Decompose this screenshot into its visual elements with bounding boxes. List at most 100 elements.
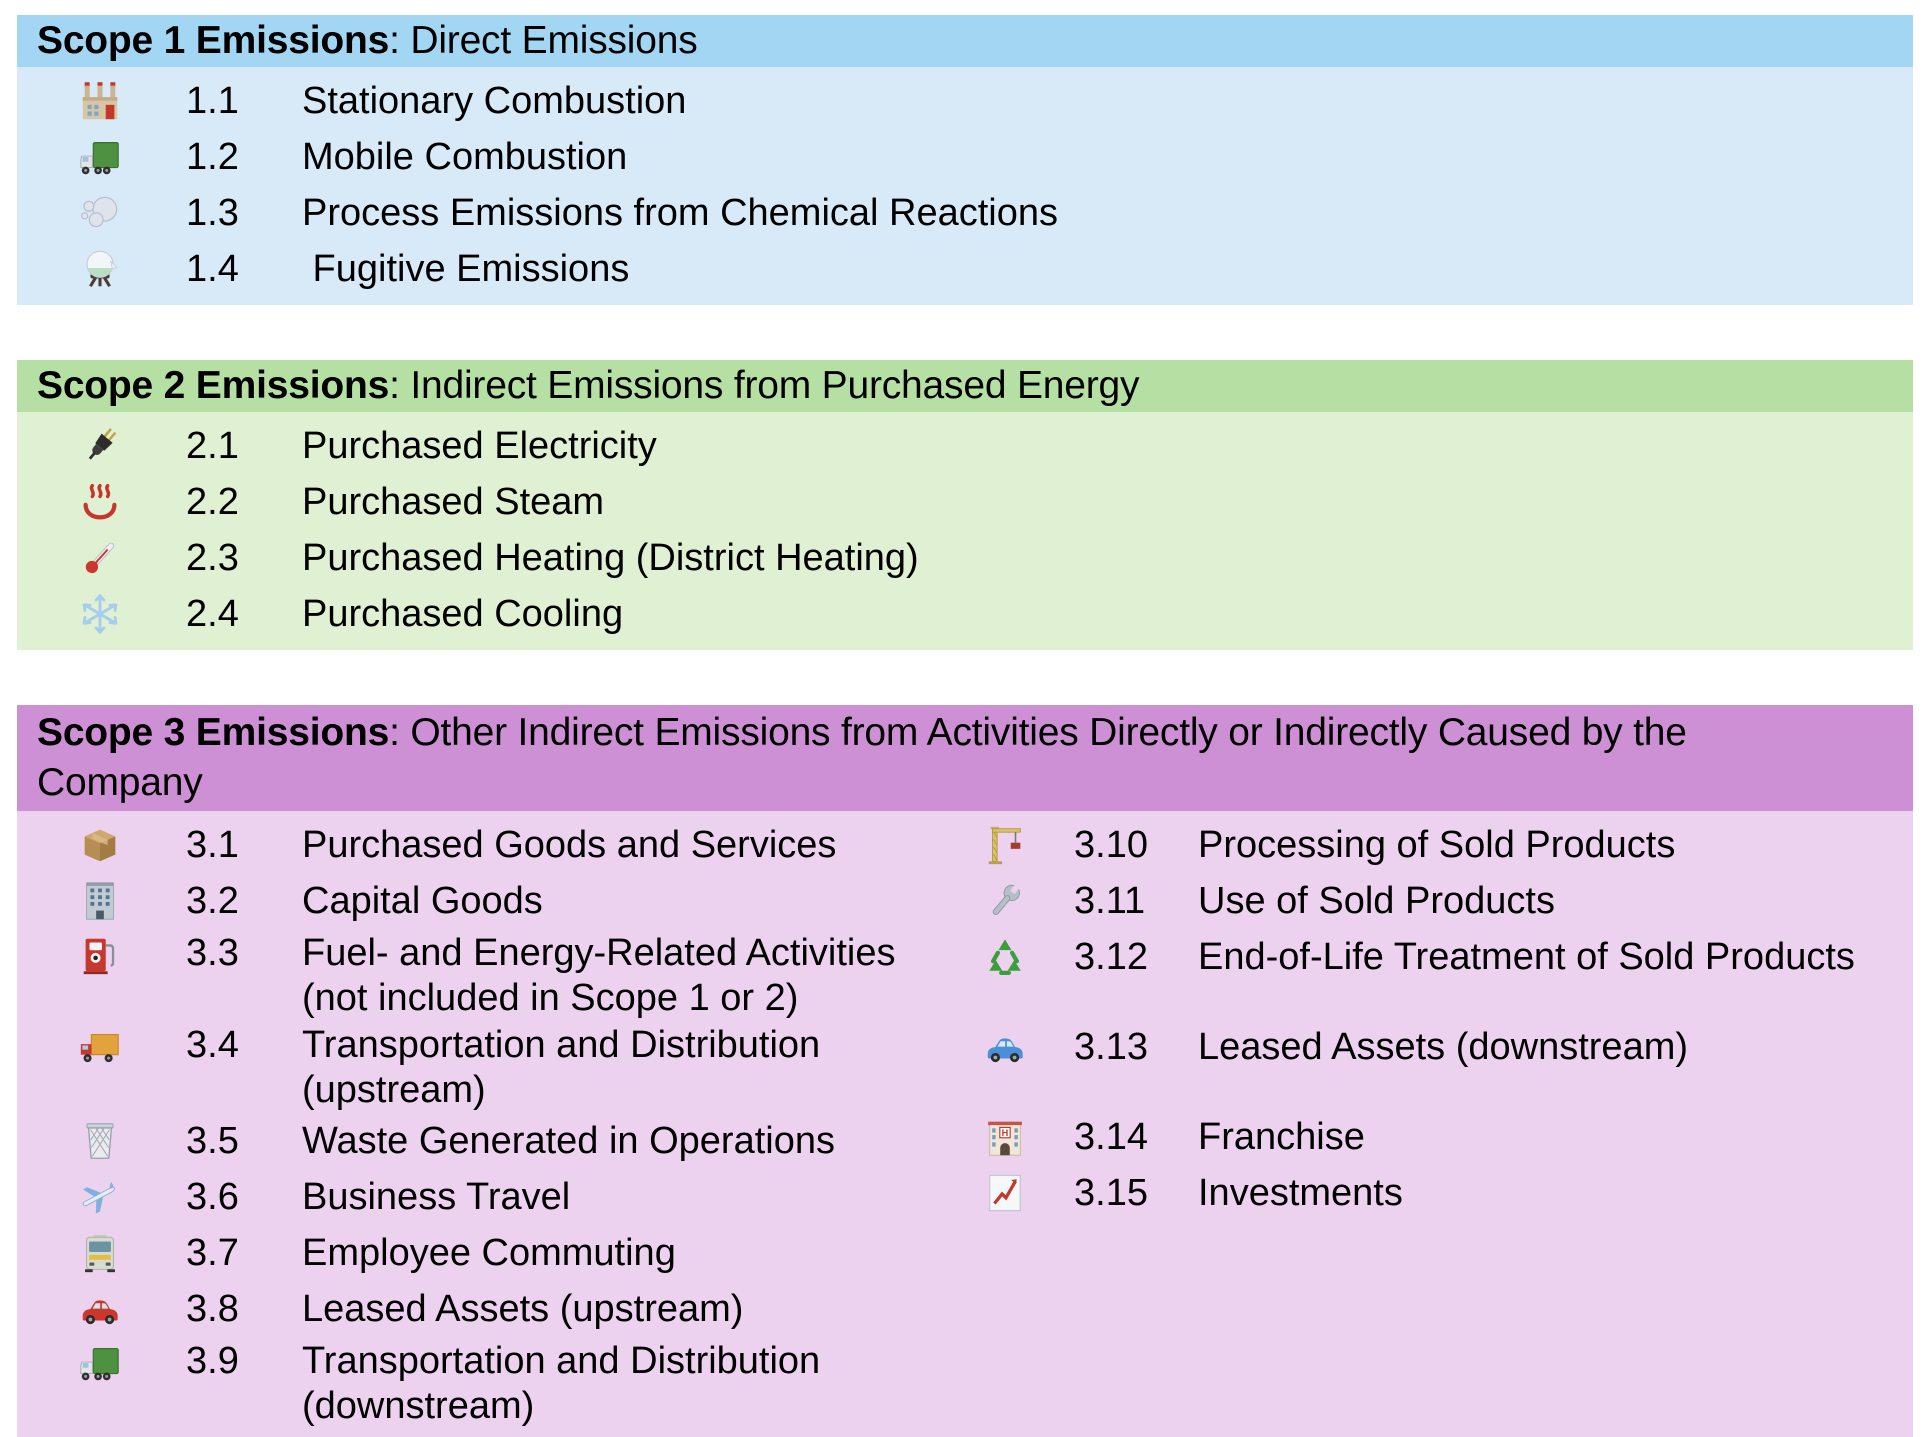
item-number: 2.3 — [186, 536, 239, 579]
row-1-3: 1.3 Process Emissions from Chemical Reac… — [17, 185, 1913, 241]
row-3-5: 3.5 Waste Generated in Operations — [17, 1113, 937, 1169]
scope3-left-column: 3.1 Purchased Goods and Services 3.2 Cap… — [17, 817, 937, 1429]
row-3-14: H 3.14 Franchise — [937, 1109, 1913, 1165]
snowflake-icon — [77, 591, 123, 637]
item-label: Transportation and Distribution (upstream… — [302, 1024, 821, 1111]
fuel-pump-icon — [77, 932, 123, 978]
scope3-right-column: 3.10 Processing of Sold Products 3.11 Us… — [937, 817, 1913, 1221]
item-label: Waste Generated in Operations — [302, 1119, 835, 1162]
row-2-4: 2.4 Purchased Cooling — [17, 586, 1913, 642]
scope3-title-line2: Company — [37, 761, 203, 804]
item-number: 3.6 — [186, 1175, 239, 1218]
item-number: 3.5 — [186, 1119, 239, 1162]
item-label: Transportation and Distribution (downstre… — [302, 1340, 821, 1427]
item-label: Investments — [1198, 1171, 1403, 1214]
item-number: 2.2 — [186, 480, 239, 523]
item-number: 3.11 — [1074, 879, 1146, 922]
factory-icon — [77, 78, 123, 124]
articulated-lorry-icon — [77, 1340, 123, 1386]
row-3-6: 3.6 Business Travel — [17, 1169, 937, 1225]
airplane-icon — [77, 1174, 123, 1220]
scope1-body: 1.1 Stationary Combustion 1.2 Mobile Com… — [17, 67, 1913, 305]
red-car-icon — [77, 1286, 123, 1332]
item-label: Business Travel — [302, 1175, 571, 1218]
scope2-title-bold: Scope 2 Emissions — [37, 364, 390, 407]
item-number: 1.2 — [186, 135, 239, 178]
row-1-2: 1.2 Mobile Combustion — [17, 129, 1913, 185]
item-label: Purchased Electricity — [302, 424, 657, 467]
item-label: Purchased Steam — [302, 480, 605, 523]
column-gap — [937, 985, 1913, 1019]
scope1-section: Scope 1 Emissions: Direct Emissions 1.1 … — [17, 15, 1913, 305]
item-number: 2.1 — [186, 424, 239, 467]
item-label: Fugitive Emissions — [302, 247, 630, 290]
item-number: 3.7 — [186, 1231, 239, 1274]
item-number: 3.10 — [1074, 823, 1148, 866]
scope2-title-rest: : Indirect Emissions from Purchased Ener… — [389, 364, 1140, 407]
scope2-header: Scope 2 Emissions: Indirect Emissions fr… — [17, 360, 1913, 412]
row-1-1: 1.1 Stationary Combustion — [17, 73, 1913, 129]
item-label: Stationary Combustion — [302, 79, 687, 122]
item-number: 3.13 — [1074, 1025, 1148, 1068]
row-3-15: 3.15 Investments — [937, 1165, 1913, 1221]
scope2-section: Scope 2 Emissions: Indirect Emissions fr… — [17, 360, 1913, 650]
row-3-12: 3.12 End-of-Life Treatment of Sold Produ… — [937, 929, 1913, 985]
hotel-icon: H — [982, 1114, 1028, 1160]
articulated-lorry-icon — [77, 134, 123, 180]
row-3-1: 3.1 Purchased Goods and Services — [17, 817, 937, 873]
wastebasket-icon — [77, 1118, 123, 1164]
item-number: 3.12 — [1074, 935, 1148, 978]
scope2-body: 2.1 Purchased Electricity 2.2 Purchased … — [17, 412, 1913, 650]
item-number: 2.4 — [186, 592, 239, 635]
dash-smoke-icon — [77, 190, 123, 236]
item-label: Employee Commuting — [302, 1231, 676, 1274]
row-3-10: 3.10 Processing of Sold Products — [937, 817, 1913, 873]
scope1-title-bold: Scope 1 Emissions — [37, 19, 390, 62]
row-3-8: 3.8 Leased Assets (upstream) — [17, 1281, 937, 1337]
scope3-body: 3.1 Purchased Goods and Services 3.2 Cap… — [17, 811, 1913, 1437]
row-1-4: 1.4 Fugitive Emissions — [17, 241, 1913, 297]
item-label: Processing of Sold Products — [1198, 823, 1676, 866]
package-icon — [77, 822, 123, 868]
row-2-2: 2.2 Purchased Steam — [17, 474, 1913, 530]
row-3-3: 3.3 Fuel- and Energy-Related Activities(… — [17, 929, 937, 1021]
row-3-9: 3.9 Transportation and Distribution (down… — [17, 1337, 937, 1429]
scope3-title-rest: : Other Indirect Emissions from Activiti… — [389, 711, 1687, 754]
item-label: Fuel- and Energy-Related Activities (not … — [302, 932, 896, 1019]
row-2-3: 2.3 Purchased Heating (District Heating) — [17, 530, 1913, 586]
scope3-section: Scope 3 Emissions: Other Indirect Emissi… — [17, 705, 1913, 1437]
construction-crane-icon — [982, 822, 1028, 868]
recycling-icon — [982, 934, 1028, 980]
item-number: 1.4 — [186, 247, 239, 290]
scope1-header: Scope 1 Emissions: Direct Emissions — [17, 15, 1913, 67]
item-label: Leased Assets (upstream) — [302, 1287, 744, 1330]
thermometer-icon — [77, 535, 123, 581]
scope3-header: Scope 3 Emissions: Other Indirect Emissi… — [17, 705, 1913, 811]
item-label: Process Emissions from Chemical Reaction… — [302, 191, 1059, 234]
item-number: 3.2 — [186, 879, 239, 922]
item-number: 3.15 — [1074, 1171, 1148, 1214]
scope1-title-rest: : Direct Emissions — [389, 19, 698, 62]
bus-icon — [77, 1230, 123, 1276]
item-label: Purchased Heating (District Heating) — [302, 536, 919, 579]
item-label: End-of-Life Treatment of Sold Products — [1198, 935, 1855, 978]
item-label: Mobile Combustion — [302, 135, 628, 178]
item-number: 3.9 — [186, 1340, 239, 1382]
delivery-truck-icon — [77, 1024, 123, 1070]
item-label: Leased Assets (downstream) — [1198, 1025, 1689, 1068]
wrench-icon — [982, 878, 1028, 924]
item-number: 3.1 — [186, 823, 239, 866]
svg-text:H: H — [1002, 1128, 1009, 1138]
hot-springs-icon — [77, 479, 123, 525]
item-number: 3.3 — [186, 932, 239, 974]
scope3-title-bold: Scope 3 Emissions — [37, 711, 390, 754]
alembic-icon — [77, 246, 123, 292]
row-2-1: 2.1 Purchased Electricity — [17, 418, 1913, 474]
column-gap — [937, 1075, 1913, 1109]
item-number: 3.8 — [186, 1287, 239, 1330]
blue-car-icon — [982, 1024, 1028, 1070]
item-label: Capital Goods — [302, 879, 543, 922]
item-number: 1.3 — [186, 191, 239, 234]
row-3-4: 3.4 Transportation and Distribution (upst… — [17, 1021, 937, 1113]
